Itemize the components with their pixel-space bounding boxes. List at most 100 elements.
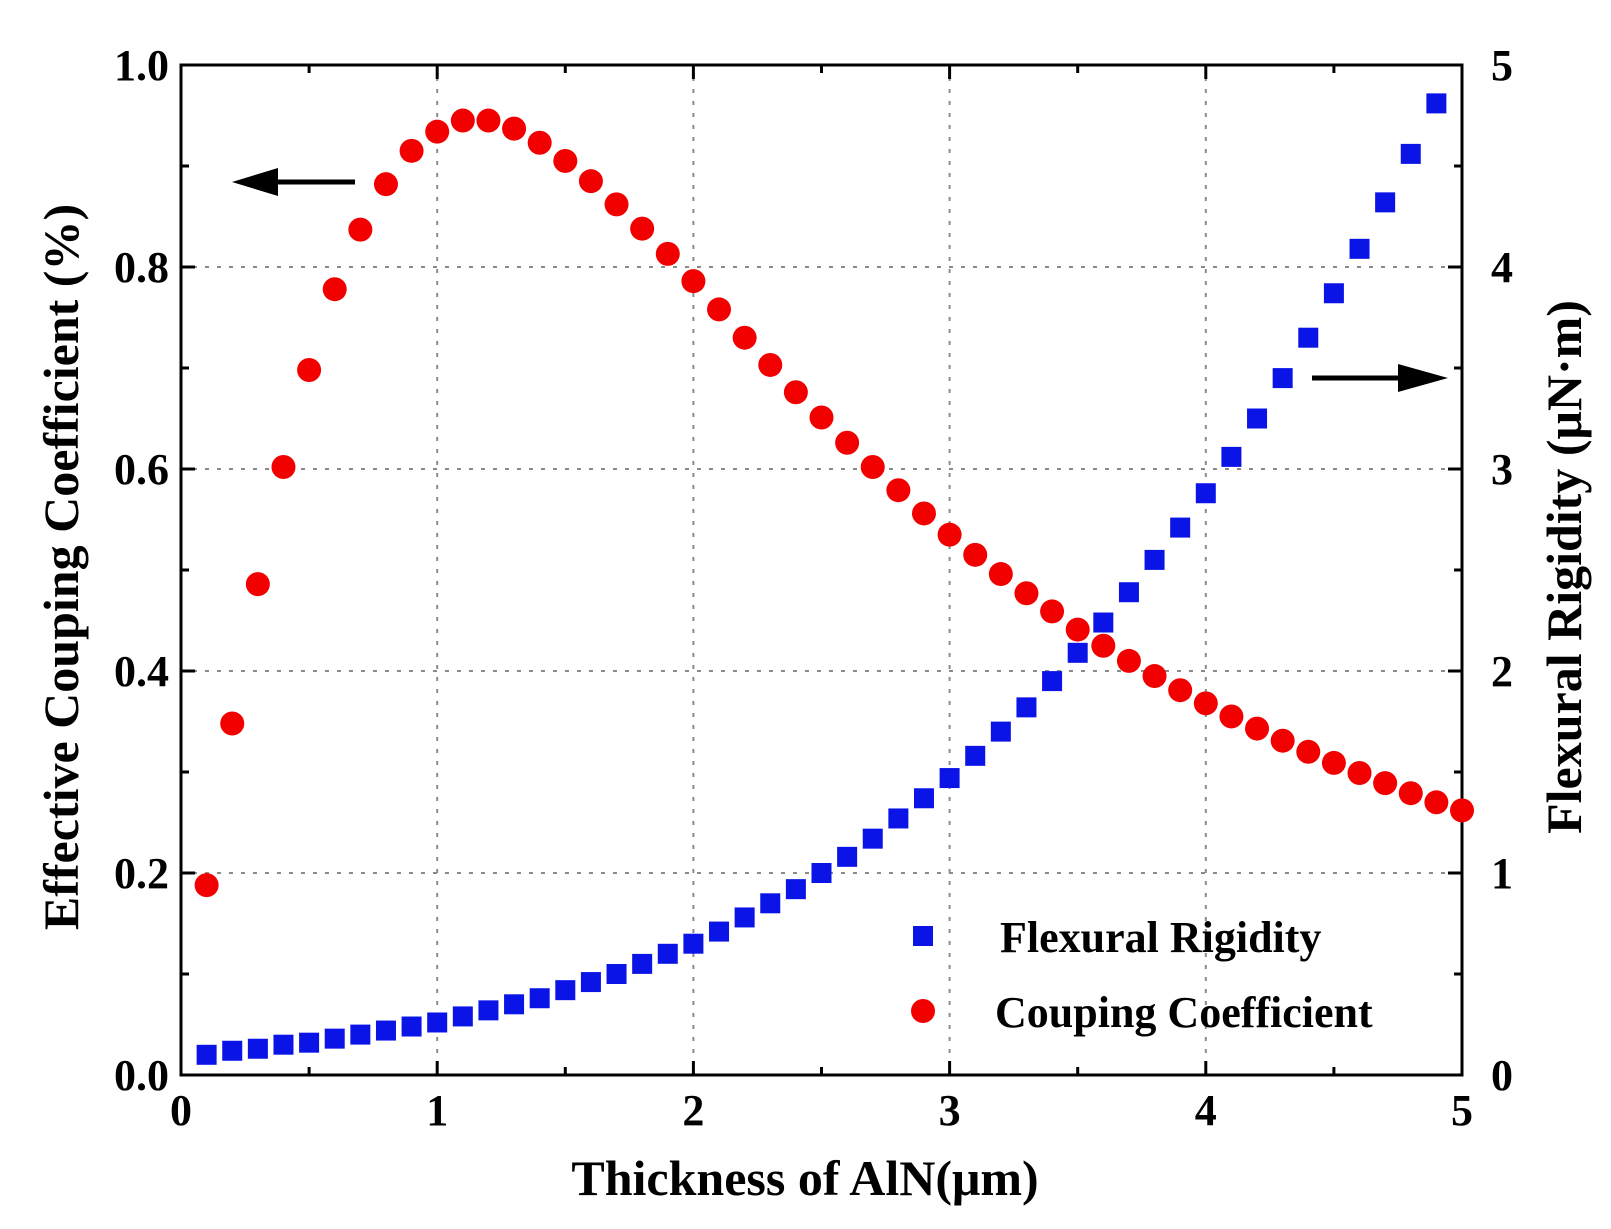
coupling-point	[630, 216, 655, 241]
y2-tick-label: 1	[1491, 849, 1513, 898]
y-tick-labels: 0.0 0.2 0.4 0.6 0.8 1.0	[114, 41, 169, 1100]
coupling-point	[937, 522, 962, 547]
x-tick-label: 0	[170, 1086, 192, 1135]
coupling-point	[322, 277, 347, 302]
rigidity-point	[965, 745, 986, 766]
coupling-point	[1296, 739, 1321, 764]
coupling-point	[194, 873, 219, 898]
y2-tick-label: 5	[1491, 41, 1513, 90]
coupling-point	[860, 454, 885, 479]
rigidity-point	[273, 1034, 294, 1055]
series-flexural-rigidity	[196, 93, 1447, 1065]
coupling-point	[578, 169, 603, 194]
rigidity-point	[683, 933, 704, 954]
y2-tick-label: 2	[1491, 647, 1513, 696]
coupling-point	[783, 380, 808, 405]
coupling-point	[373, 172, 398, 197]
coupling-point	[1321, 750, 1346, 775]
coupling-point	[297, 358, 322, 383]
x-tick-label: 1	[426, 1086, 448, 1135]
coupling-point	[1398, 781, 1423, 806]
tick-marks	[179, 63, 1464, 1077]
rigidity-point	[811, 863, 832, 883]
y-tick-label: 0.8	[114, 243, 169, 292]
coupling-point	[1116, 648, 1141, 673]
coupling-point	[809, 405, 834, 430]
rigidity-point	[324, 1028, 345, 1049]
rigidity-point	[427, 1012, 448, 1033]
rigidity-point	[478, 1000, 499, 1021]
rigidity-point	[888, 808, 909, 829]
rigidity-point	[1323, 283, 1344, 304]
y-tick-label: 0.2	[114, 849, 169, 898]
rigidity-point	[1400, 143, 1421, 164]
legend-label-coupling: Couping Coefficient	[995, 988, 1373, 1037]
series-coupling-coefficient	[194, 108, 1474, 898]
rigidity-point	[350, 1024, 371, 1045]
rigidity-point	[913, 788, 934, 809]
coupling-point	[1245, 716, 1270, 741]
coupling-point	[835, 430, 860, 455]
coupling-point	[911, 501, 936, 526]
y-tick-label: 0.6	[114, 445, 169, 494]
x-tick-label: 5	[1451, 1086, 1473, 1135]
rigidity-point	[837, 846, 858, 867]
rigidity-point	[1093, 612, 1114, 633]
coupling-point	[1347, 761, 1372, 786]
coupling-point	[1193, 691, 1218, 716]
rigidity-point	[1118, 582, 1139, 603]
rigidity-point	[1298, 327, 1319, 348]
coupling-point	[707, 297, 732, 322]
rigidity-point	[1375, 192, 1396, 213]
coupling-point	[245, 572, 270, 597]
y-tick-label: 1.0	[114, 41, 169, 90]
rigidity-point	[709, 921, 730, 942]
coupling-point	[886, 478, 911, 503]
rigidity-point	[1016, 697, 1037, 718]
x-axis-title: Thickness of AlN(μm)	[571, 1150, 1038, 1206]
rigidity-point	[580, 972, 601, 993]
rigidity-point	[606, 964, 627, 984]
rigidity-point	[401, 1016, 422, 1037]
rigidity-point	[1247, 408, 1268, 429]
rigidity-point	[504, 994, 525, 1015]
y2-axis-title: Flexural Rigidity (μN·m)	[1536, 300, 1592, 834]
coupling-point	[758, 352, 783, 377]
rigidity-point	[760, 893, 781, 914]
coupling-point	[527, 130, 552, 155]
grid-lines	[181, 65, 1462, 1075]
coupling-point	[963, 542, 988, 567]
coupling-point	[655, 241, 680, 266]
coupling-point	[1270, 728, 1295, 753]
rigidity-point	[1170, 517, 1191, 538]
rigidity-point	[1221, 446, 1242, 467]
rigidity-point	[990, 721, 1011, 742]
coupling-point	[1450, 798, 1474, 823]
left-axis-arrow	[232, 168, 355, 196]
coupling-point	[1142, 664, 1167, 689]
coupling-point	[399, 138, 424, 163]
y2-tick-label: 4	[1491, 243, 1513, 292]
x-tick-label: 3	[939, 1086, 961, 1135]
rigidity-point	[555, 980, 576, 1001]
rigidity-point	[1067, 642, 1088, 663]
x-tick-label: 2	[682, 1086, 704, 1135]
coupling-point	[732, 325, 757, 350]
rigidity-point	[1042, 671, 1063, 692]
x-tick-label: 4	[1195, 1086, 1217, 1135]
legend: Flexural Rigidity Couping Coefficient	[911, 913, 1373, 1037]
rigidity-point	[1349, 238, 1370, 259]
rigidity-point	[862, 828, 883, 849]
y-axis-title: Effective Couping Coefficient (%)	[33, 204, 89, 930]
coupling-point	[271, 454, 296, 479]
right-axis-arrow	[1312, 364, 1448, 392]
coupling-point	[553, 148, 578, 173]
rigidity-point	[375, 1020, 396, 1041]
rigidity-point	[1426, 93, 1447, 114]
rigidity-point	[657, 943, 678, 964]
coupling-point	[476, 108, 501, 133]
rigidity-point	[529, 988, 550, 1009]
rigidity-point	[1195, 483, 1216, 504]
coupling-point	[348, 217, 373, 242]
rigidity-point	[1144, 549, 1165, 570]
